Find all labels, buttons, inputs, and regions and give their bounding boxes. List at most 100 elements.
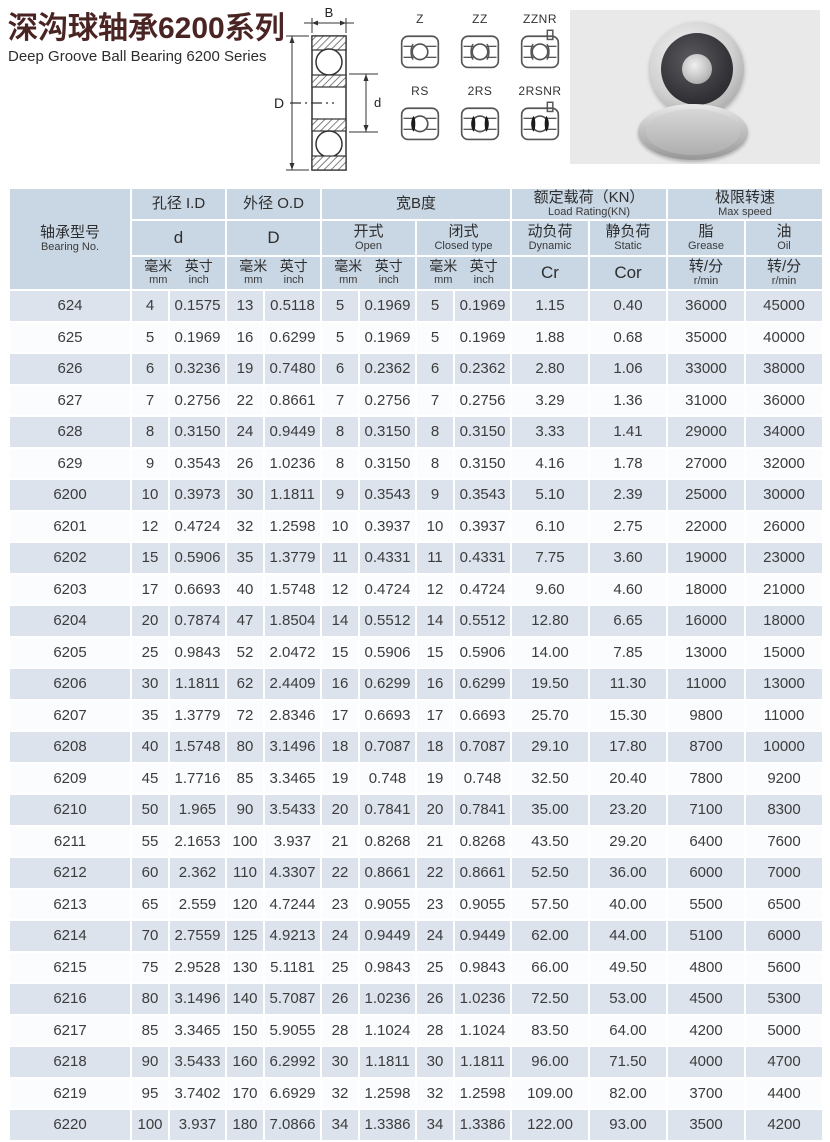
static-load-cor-cell: 29.20 xyxy=(588,824,669,858)
dynamic-load-cr-cell: 57.50 xyxy=(510,887,591,921)
closed-width-inch-cell: 0.3150 xyxy=(452,446,513,480)
seal-type-label: 2RSNR xyxy=(518,84,562,98)
static-load-cor-cell: 20.40 xyxy=(588,761,669,795)
oil-speed-cell: 18000 xyxy=(744,604,825,638)
dynamic-load-cr-cell: 12.80 xyxy=(510,604,591,638)
open-width-inch-cell: 0.3150 xyxy=(358,415,417,449)
open-width-inch-cell: 0.5512 xyxy=(358,604,417,638)
open-width-mm-cell: 32 xyxy=(320,1076,360,1110)
outer-mm-cell: 24 xyxy=(225,415,265,449)
open-width-inch-cell: 0.3543 xyxy=(358,478,417,512)
outer-mm-cell: 35 xyxy=(225,541,265,575)
table-row: 624 4 0.1575 13 0.5118 5 0.1969 5 0.1969 1.15 0.40… xyxy=(8,289,825,323)
bore-mm-cell: 35 xyxy=(130,698,170,732)
bore-inch-cell: 3.1496 xyxy=(168,982,227,1016)
static-load-cor-cell: 4.60 xyxy=(588,572,669,606)
bearing-no-cell: 6207 xyxy=(8,698,132,732)
bore-mm-cell: 30 xyxy=(130,667,170,701)
closed-width-mm-cell: 24 xyxy=(415,919,455,953)
outer-mm-cell: 85 xyxy=(225,761,265,795)
oil-speed-cell: 15000 xyxy=(744,635,825,669)
bore-mm-cell: 70 xyxy=(130,919,170,953)
open-width-inch-cell: 0.2362 xyxy=(358,352,417,386)
bore-mm-cell: 100 xyxy=(130,1108,170,1142)
unit-inch: 英寸 inch xyxy=(184,258,213,287)
static-load-cor-cell: 0.68 xyxy=(588,320,669,354)
dynamic-load-cr-cell: 6.10 xyxy=(510,509,591,543)
static-load-cor-cell: 2.75 xyxy=(588,509,669,543)
closed-width-mm-cell: 20 xyxy=(415,793,455,827)
bearing-no-cell: 6209 xyxy=(8,761,132,795)
title-block: 深沟球轴承6200系列 Deep Groove Ball Bearing 620… xyxy=(8,12,285,65)
table-row: 6217 85 3.3465 150 5.9055 28 1.1024 28 1.1024 83.… xyxy=(8,1013,825,1047)
closed-width-mm-cell: 34 xyxy=(415,1108,455,1142)
closed-width-mm-cell: 5 xyxy=(415,289,455,323)
bearing-no-cell: 6218 xyxy=(8,1045,132,1079)
col-header-max-speed: 极限转速 Max speed xyxy=(666,187,825,221)
bore-mm-cell: 20 xyxy=(130,604,170,638)
outer-mm-cell: 30 xyxy=(225,478,265,512)
closed-width-inch-cell: 0.2756 xyxy=(452,383,513,417)
open-width-mm-cell: 34 xyxy=(320,1108,360,1142)
grease-speed-cell: 4200 xyxy=(666,1013,747,1047)
dim-label-outer-diameter: D xyxy=(274,95,284,111)
bore-inch-cell: 1.5748 xyxy=(168,730,227,764)
closed-label-zh: 闭式 xyxy=(448,222,479,240)
open-width-inch-cell: 1.3386 xyxy=(358,1108,417,1142)
bore-mm-cell: 15 xyxy=(130,541,170,575)
outer-inch-cell: 1.8504 xyxy=(263,604,322,638)
table-row: 625 5 0.1969 16 0.6299 5 0.1969 5 0.1969 1.88 0.68… xyxy=(8,320,825,354)
bore-inch-cell: 0.9843 xyxy=(168,635,227,669)
closed-width-mm-cell: 23 xyxy=(415,887,455,921)
outer-mm-cell: 120 xyxy=(225,887,265,921)
bore-mm-cell: 5 xyxy=(130,320,170,354)
dynamic-load-cr-cell: 35.00 xyxy=(510,793,591,827)
open-label-en: Open xyxy=(355,239,382,252)
bearing-no-cell: 6214 xyxy=(8,919,132,953)
table-row: 6219 95 3.7402 170 6.6929 32 1.2598 32 1.2598 109… xyxy=(8,1076,825,1110)
static-load-cor-cell: 71.50 xyxy=(588,1045,669,1079)
unit-mm: 毫米 mm xyxy=(334,258,363,287)
outer-inch-cell: 1.0236 xyxy=(263,446,322,480)
bearing-no-cell: 624 xyxy=(8,289,132,323)
outer-mm-cell: 160 xyxy=(225,1045,265,1079)
grease-label-en: Grease xyxy=(687,239,725,252)
bearing-no-cell: 6213 xyxy=(8,887,132,921)
oil-speed-cell: 34000 xyxy=(744,415,825,449)
outer-inch-cell: 1.3779 xyxy=(263,541,322,575)
unit-mm: 毫米 mm xyxy=(239,258,268,287)
oil-speed-cell: 36000 xyxy=(744,383,825,417)
col-header-cor: Cor xyxy=(588,255,669,291)
outer-mm-cell: 72 xyxy=(225,698,265,732)
bearing-no-cell: 625 xyxy=(8,320,132,354)
bore-mm-cell: 4 xyxy=(130,289,170,323)
dynamic-load-cr-cell: 3.29 xyxy=(510,383,591,417)
outer-inch-cell: 0.9449 xyxy=(263,415,322,449)
bore-mm-cell: 65 xyxy=(130,887,170,921)
top-section: 深沟球轴承6200系列 Deep Groove Ball Bearing 620… xyxy=(0,0,830,182)
outer-mm-cell: 19 xyxy=(225,352,265,386)
grease-speed-cell: 11000 xyxy=(666,667,747,701)
open-width-inch-cell: 0.1969 xyxy=(358,289,417,323)
table-row: 6209 45 1.7716 85 3.3465 19 0.748 19 0.748 32.50 2… xyxy=(8,761,825,795)
open-width-inch-cell: 0.9055 xyxy=(358,887,417,921)
static-load-cor-cell: 0.40 xyxy=(588,289,669,323)
open-width-inch-cell: 1.0236 xyxy=(358,982,417,1016)
rpm-label-zh: 转/分 xyxy=(688,257,724,275)
bearing-no-cell: 6200 xyxy=(8,478,132,512)
static-load-cor-cell: 15.30 xyxy=(588,698,669,732)
outer-mm-cell: 62 xyxy=(225,667,265,701)
bore-mm-cell: 17 xyxy=(130,572,170,606)
grease-speed-cell: 5500 xyxy=(666,887,747,921)
table-row: 6208 40 1.5748 80 3.1496 18 0.7087 18 0.7087 29.1… xyxy=(8,730,825,764)
outer-mm-cell: 170 xyxy=(225,1076,265,1110)
grease-speed-cell: 6000 xyxy=(666,856,747,890)
dynamic-load-cr-cell: 1.15 xyxy=(510,289,591,323)
outer-mm-cell: 13 xyxy=(225,289,265,323)
grease-speed-cell: 13000 xyxy=(666,635,747,669)
bearing-photo-standing xyxy=(650,22,744,116)
open-width-mm-cell: 16 xyxy=(320,667,360,701)
open-width-mm-cell: 15 xyxy=(320,635,360,669)
outer-inch-cell: 3.1496 xyxy=(263,730,322,764)
closed-width-inch-cell: 0.2362 xyxy=(452,352,513,386)
